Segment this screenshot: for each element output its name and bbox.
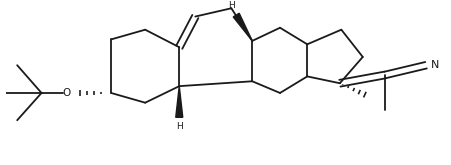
Polygon shape [176,86,183,117]
Polygon shape [233,13,252,41]
Text: O: O [63,88,71,98]
Text: H: H [176,122,183,131]
Text: H: H [228,1,235,10]
Text: N: N [431,60,439,70]
